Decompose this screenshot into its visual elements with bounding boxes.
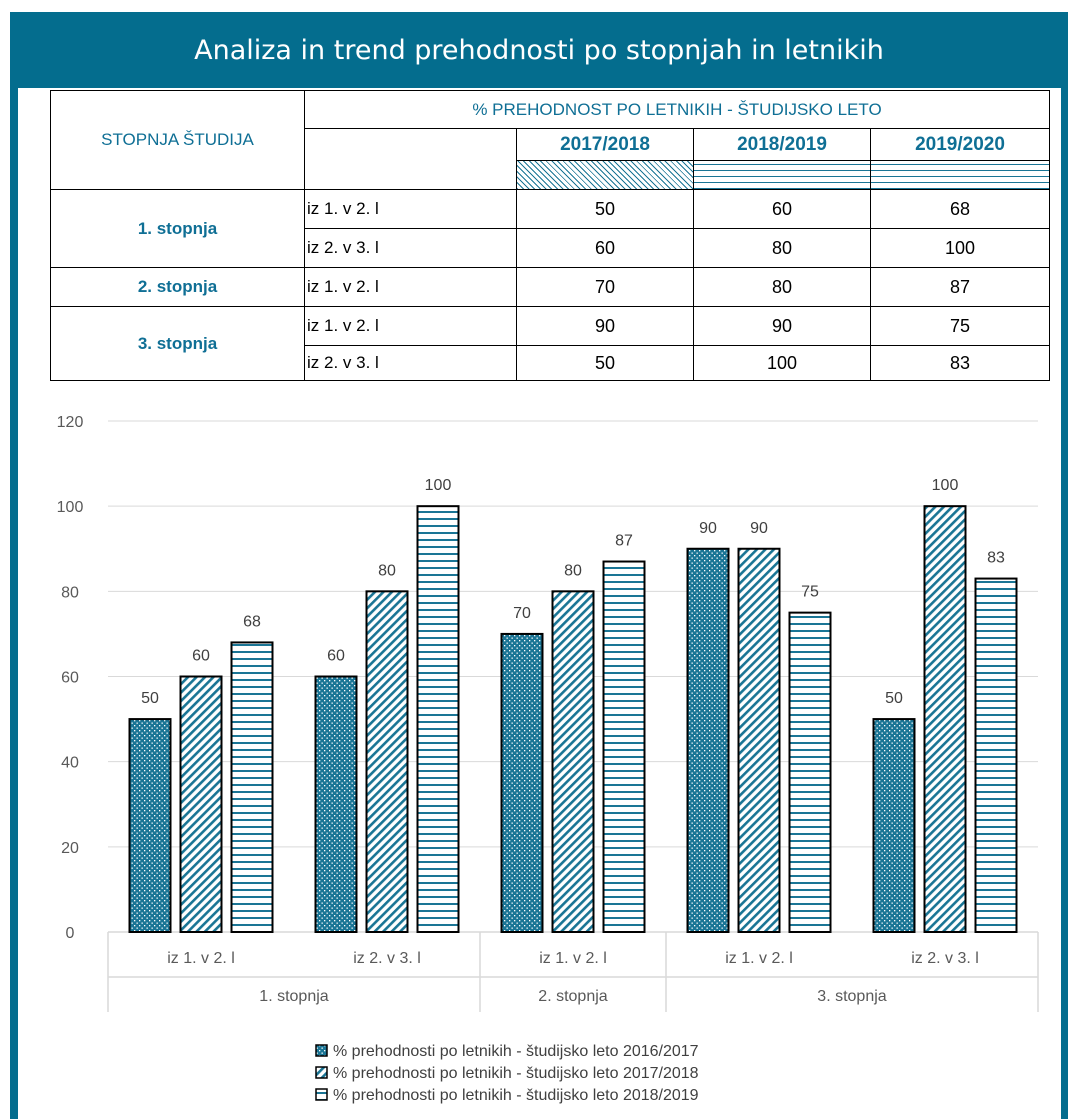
stage-label: 1. stopnja [50,189,305,268]
group-label: 1. stopnja [259,988,328,1005]
category-label: iz 1. v 2. l [539,950,607,967]
bar [365,590,409,933]
data-label: 60 [327,648,345,665]
bar [923,505,967,934]
category-label: iz 1. v 2. l [725,950,793,967]
value-cell: 50 [516,345,694,381]
transition-label: iz 2. v 3. l [304,345,517,381]
transition-label: iz 2. v 3. l [304,228,517,268]
bar [737,547,781,933]
y-tick-label: 100 [57,499,84,516]
y-tick-label: 20 [61,840,79,857]
table-row: iz 2. v 3. l 60 80 100 [51,228,1051,268]
value-cell: 90 [516,306,694,346]
bar [314,675,358,933]
bar [974,577,1018,934]
value-cell: 80 [693,267,871,307]
data-label: 80 [378,562,396,579]
value-cell: 60 [516,228,694,268]
bar [686,547,730,933]
summary-table-body: STOPNJA ŠTUDIJA % PREHODNOST PO LETNIKIH… [50,90,1051,381]
category-label: iz 2. v 3. l [911,950,979,967]
stage-column-header: STOPNJA ŠTUDIJA [50,90,305,190]
data-label: 100 [932,477,959,494]
value-cell: 100 [693,345,871,381]
y-tick-label: 0 [66,925,75,942]
year-swatch-diagonal [516,160,694,190]
value-cell: 83 [869,345,1051,381]
legend-swatch [315,1044,328,1057]
bar [500,632,544,934]
table-row: iz 2. v 3. l 50 100 83 [51,345,1051,381]
data-label: 70 [513,605,531,622]
group-label: 2. stopnja [538,988,607,1005]
data-label: 90 [750,520,768,537]
transition-label: iz 1. v 2. l [304,189,517,229]
stage-label: 2. stopnja [50,267,305,307]
category-label: iz 1. v 2. l [167,950,235,967]
value-cell: 80 [693,228,871,268]
legend-label: % prehodnosti po letnikih - študijsko le… [333,1087,699,1104]
year-header: 2018/2019 [693,128,871,161]
bar [602,560,646,933]
table-row: 3. stopnja iz 1. v 2. l 90 90 75 [50,306,1051,381]
data-label: 75 [801,584,819,601]
category-label: iz 2. v 3. l [353,950,421,967]
year-swatch-horizontal [869,160,1051,190]
bar-chart: 0 20 40 60 80 100 120 50 60 68 iz 1. v 2. l 60 80 100… [57,414,1039,1104]
year-swatch-horizontal [693,160,871,190]
data-label: 100 [425,477,452,494]
legend-swatch [315,1088,328,1101]
value-cell: 68 [869,189,1051,229]
legend-label: % prehodnosti po letnikih - študijsko le… [333,1065,699,1082]
value-cell: 90 [693,306,871,346]
data-label: 87 [615,533,633,550]
y-tick-label: 40 [61,755,79,772]
bar [179,675,223,933]
data-label: 90 [699,520,717,537]
data-label: 80 [564,562,582,579]
year-header: 2019/2020 [869,128,1051,161]
stage-label: 3. stopnja [50,306,305,381]
value-cell: 87 [869,267,1051,307]
bar [788,611,832,933]
legend-label: % prehodnosti po letnikih - študijsko le… [333,1043,699,1060]
y-tick-label: 80 [61,584,79,601]
summary-table: STOPNJA ŠTUDIJA % PREHODNOST PO LETNIKIH… [50,90,1051,381]
group-label: 3. stopnja [817,988,886,1005]
transition-label: iz 1. v 2. l [304,306,517,346]
value-cell: 60 [693,189,871,229]
bar [416,505,460,934]
page-title: Analiza in trend prehodnosti po stopnjah… [10,12,1068,88]
table-row: 2. stopnja iz 1. v 2. l 70 80 87 [50,267,1051,307]
bar [230,641,274,934]
legend-swatch [315,1066,328,1079]
value-cell: 50 [516,189,694,229]
data-label: 60 [192,648,210,665]
y-tick-label: 60 [61,670,79,687]
data-label: 50 [141,690,159,707]
table-row: 1. stopnja iz 1. v 2. l 50 60 68 [50,189,1051,268]
bar [128,718,172,934]
bar [551,590,595,933]
year-header: 2017/2018 [516,128,694,161]
data-label: 83 [987,550,1005,567]
value-cell: 75 [869,306,1051,346]
data-label: 68 [243,613,261,630]
value-cell: 100 [869,228,1051,268]
data-label: 50 [885,690,903,707]
value-cell: 70 [516,267,694,307]
bar [872,718,916,934]
transition-label: iz 1. v 2. l [304,267,517,307]
percent-header: % PREHODNOST PO LETNIKIH - ŠTUDIJSKO LET… [303,90,1051,129]
header-blank-cell [304,128,517,190]
y-tick-label: 120 [57,414,84,431]
